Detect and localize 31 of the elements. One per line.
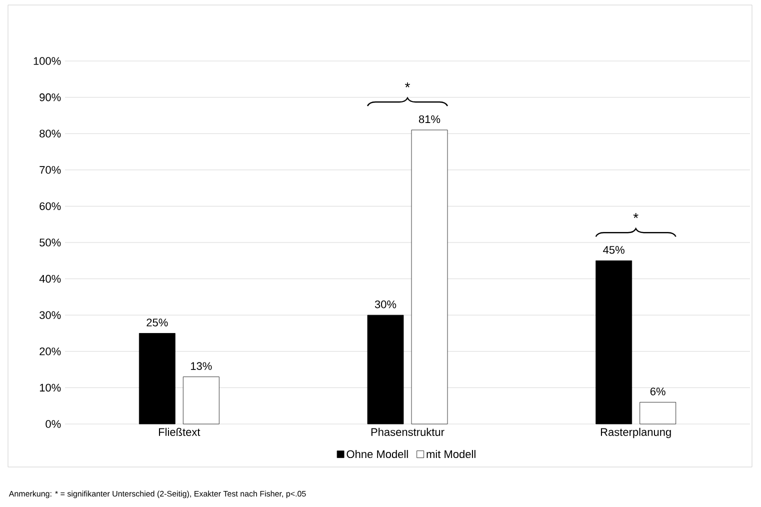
y-tick-label: 50% <box>40 238 61 246</box>
data-label: 81% <box>418 115 440 124</box>
y-tick-label: 0% <box>46 420 61 428</box>
y-tick-label: 30% <box>40 311 61 319</box>
y-tick-label: 70% <box>40 166 61 174</box>
bar <box>182 376 220 424</box>
y-tick-label: 90% <box>40 93 61 102</box>
data-label: 30% <box>374 300 396 308</box>
data-label: 13% <box>190 362 212 370</box>
y-tick-label: 60% <box>40 202 61 210</box>
data-label: 6% <box>650 388 666 396</box>
bar <box>596 260 632 424</box>
annotation: * <box>633 213 638 218</box>
y-tick-label: 80% <box>40 130 61 138</box>
y-tick-label: 100% <box>34 57 61 65</box>
x-tick-label: Rasterplanung <box>600 428 671 438</box>
data-label: 25% <box>146 318 168 326</box>
bar <box>367 314 404 424</box>
legend-label: Ohne Modell <box>346 450 408 458</box>
y-tick-label: 40% <box>39 274 61 283</box>
y-tick-label: 10% <box>40 384 61 392</box>
bar <box>640 402 676 424</box>
data-label: 45% <box>603 246 624 254</box>
legend-label: mit Modell <box>426 450 476 458</box>
annotation: * <box>405 82 410 88</box>
bar <box>411 130 448 424</box>
bar <box>138 333 176 424</box>
text: Anmerkung: * = signifikanter Unterschied (2-Seitig), Exakter Test nach Fisher, p<.05 <box>8 490 306 498</box>
x-tick-label: Fließtext <box>158 428 200 436</box>
y-tick-label: 20% <box>40 348 61 356</box>
x-tick-label: Phasenstruktur <box>371 428 444 436</box>
